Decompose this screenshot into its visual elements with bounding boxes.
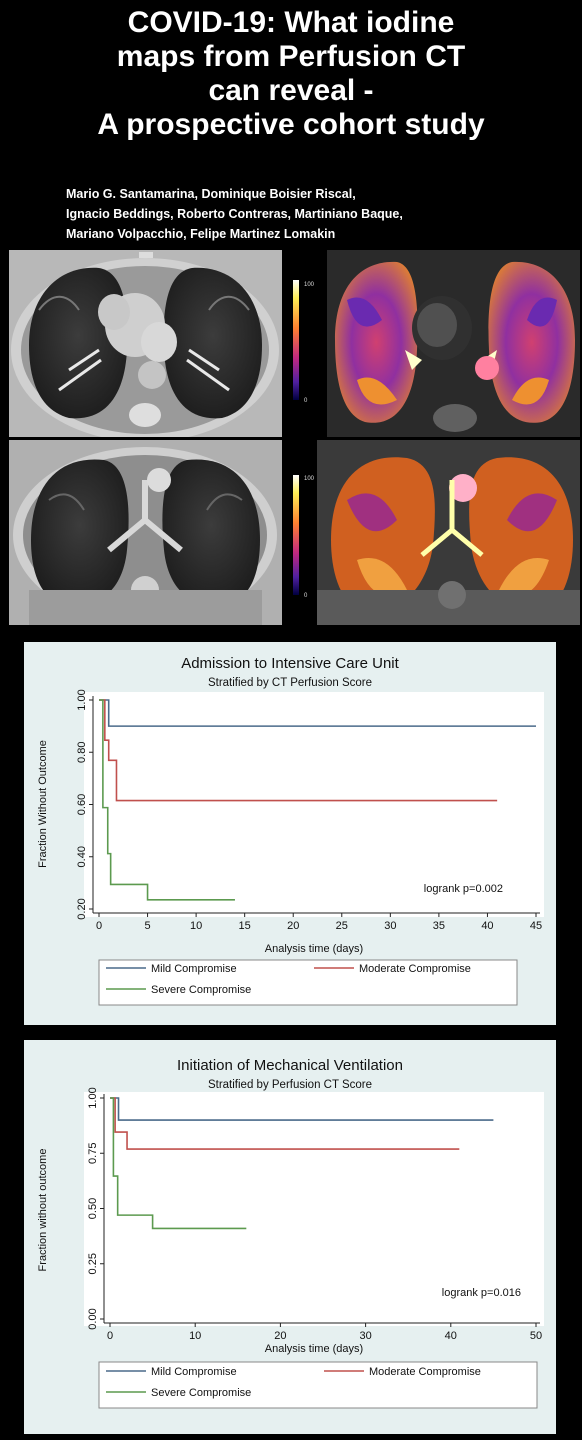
x-tick-label: 20 — [274, 1330, 286, 1342]
y-tick-label: 0.25 — [87, 1253, 99, 1274]
author-line: Ignacio Beddings, Roberto Contreras, Mar… — [66, 207, 403, 221]
author-list: Mario G. Santamarina, Dominique Boisier … — [66, 184, 403, 244]
paper-title: COVID-19: What iodine maps from Perfusio… — [0, 6, 582, 142]
plot-area — [84, 692, 544, 917]
scale-min-label: 0 — [304, 593, 308, 599]
x-tick-label: 5 — [144, 920, 150, 932]
x-tick-label: 35 — [433, 920, 445, 932]
author-line: Mariano Volpacchio, Felipe Martinez Loma… — [66, 227, 336, 241]
y-tick-label: 0.75 — [87, 1143, 99, 1164]
title-line: maps from Perfusion CT — [116, 40, 466, 73]
x-tick-label: 10 — [189, 1330, 201, 1342]
km-chart-icu-panel: Admission to Intensive Care Unit Stratif… — [24, 642, 556, 1025]
scale-min-label: 0 — [304, 398, 308, 404]
y-tick-label: 0.60 — [76, 794, 88, 815]
author-line: Mario G. Santamarina, Dominique Boisier … — [66, 187, 356, 201]
x-tick-label: 30 — [384, 920, 396, 932]
x-tick-label: 10 — [190, 920, 202, 932]
x-tick-label: 50 — [530, 1330, 542, 1342]
title-line: A prospective cohort study — [97, 108, 485, 141]
chart-title: Initiation of Mechanical Ventilation — [177, 1057, 403, 1074]
x-tick-label: 15 — [239, 920, 251, 932]
y-tick-label: 0.50 — [87, 1198, 99, 1219]
km-curve-severe-compromise — [99, 699, 235, 901]
legend-label: Moderate Compromise — [369, 1366, 481, 1378]
x-tick-label: 40 — [445, 1330, 457, 1342]
ct-grayscale-upper — [9, 250, 282, 437]
x-tick-label: 25 — [336, 920, 348, 932]
chart-subtitle: Stratified by CT Perfusion Score — [208, 677, 372, 689]
x-tick-label: 40 — [481, 920, 493, 932]
legend-box — [98, 1361, 538, 1409]
scale-max-label: 100 — [304, 476, 315, 482]
y-tick-label: 0.80 — [76, 742, 88, 763]
title-line: can reveal - — [208, 74, 374, 107]
km-chart-icu: Admission to Intensive Care Unit Stratif… — [37, 655, 544, 1006]
ct-iodine-map-lower: 100 0 — [287, 440, 580, 625]
ct-grayscale-lower — [9, 440, 282, 625]
km-chart-ventilation: Initiation of Mechanical Ventilation Str… — [37, 1057, 544, 1409]
y-tick-label: 0.20 — [76, 898, 88, 919]
legend-box — [98, 959, 518, 1006]
x-tick-label: 20 — [287, 920, 299, 932]
scale-max-label: 100 — [304, 282, 315, 288]
legend-label: Moderate Compromise — [359, 963, 471, 975]
y-tick-label: 0.40 — [76, 846, 88, 867]
y-tick-label: 0.00 — [87, 1308, 99, 1329]
x-tick-label: 0 — [96, 920, 102, 932]
km-curve-severe-compromise — [110, 1097, 247, 1230]
logrank-annotation: logrank p=0.016 — [442, 1287, 521, 1299]
y-axis-label: Fraction Without Outcome — [37, 740, 49, 868]
y-tick-label: 1.00 — [87, 1087, 99, 1108]
legend-label: Mild Compromise — [151, 1366, 237, 1378]
legend-label: Severe Compromise — [151, 1387, 251, 1399]
chart-title: Admission to Intensive Care Unit — [181, 655, 399, 672]
logrank-annotation: logrank p=0.002 — [424, 883, 503, 895]
km-curve-moderate-compromise — [99, 699, 498, 802]
y-axis-label: Fraction without outcome — [37, 1149, 49, 1272]
ct-iodine-map-upper: 100 0 — [287, 250, 580, 437]
y-tick-label: 1.00 — [76, 689, 88, 710]
legend-label: Mild Compromise — [151, 963, 237, 975]
x-tick-label: 0 — [107, 1330, 113, 1342]
title-line: COVID-19: What iodine — [127, 6, 455, 39]
x-tick-label: 30 — [359, 1330, 371, 1342]
x-axis-label: Analysis time (days) — [265, 1343, 363, 1355]
km-chart-ventilation-panel: Initiation of Mechanical Ventilation Str… — [24, 1040, 556, 1434]
chart-subtitle: Stratified by Perfusion CT Score — [208, 1079, 372, 1091]
legend-label: Severe Compromise — [151, 984, 251, 996]
x-axis-label: Analysis time (days) — [265, 943, 363, 955]
km-curve-moderate-compromise — [110, 1097, 460, 1150]
plot-area — [84, 1092, 544, 1326]
x-tick-label: 45 — [530, 920, 542, 932]
